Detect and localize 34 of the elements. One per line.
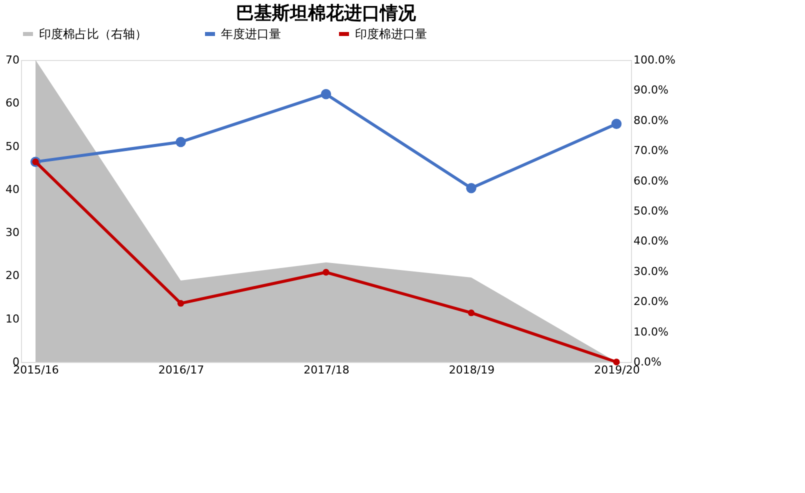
point — [611, 118, 622, 129]
point — [466, 183, 476, 194]
y2-tick-label: 20.0% — [634, 295, 668, 308]
y2-tick-label: 30.0% — [634, 264, 668, 278]
point — [320, 88, 332, 100]
y-tick-label: 70 — [6, 54, 20, 66]
point — [322, 268, 330, 276]
point — [613, 358, 620, 366]
legend-label: 年度进口量 — [221, 27, 281, 41]
y-tick-label: 60 — [6, 96, 20, 110]
x-tick-label: 2019/20 — [594, 364, 640, 376]
point — [176, 136, 186, 148]
chart-title: 巴基斯坦棉花进口情况 — [236, 3, 417, 24]
x-tick-label: 2017/18 — [304, 364, 350, 376]
x-tick-label: 2016/17 — [158, 364, 204, 376]
y-tick-label: 20 — [6, 269, 20, 282]
y2-tick-label: 10.0% — [634, 325, 668, 338]
y2-tick-label: 70.0% — [634, 144, 668, 158]
y2-tick-label: 90.0% — [634, 84, 668, 97]
y2-tick-label: 50.0% — [634, 204, 668, 218]
x-tick-label: 2018/19 — [448, 364, 495, 376]
legend-label: 印度棉进口量 — [355, 27, 427, 41]
y-tick-label: 10 — [6, 312, 20, 326]
legend-label: 印度棉占比（右轴） — [39, 27, 147, 41]
y2-tick-label: 40.0% — [634, 234, 668, 248]
x-tick-label: 2015/16 — [13, 364, 59, 376]
point — [177, 300, 184, 307]
y2-tick-label: 100.0% — [634, 54, 676, 66]
y-tick-label: 40 — [6, 182, 20, 196]
point — [468, 309, 475, 316]
y-tick-label: 50 — [6, 140, 20, 153]
y2-tick-label: 60.0% — [634, 174, 668, 188]
y2-tick-label: 80.0% — [634, 114, 668, 127]
y-tick-label: 30 — [6, 226, 20, 240]
